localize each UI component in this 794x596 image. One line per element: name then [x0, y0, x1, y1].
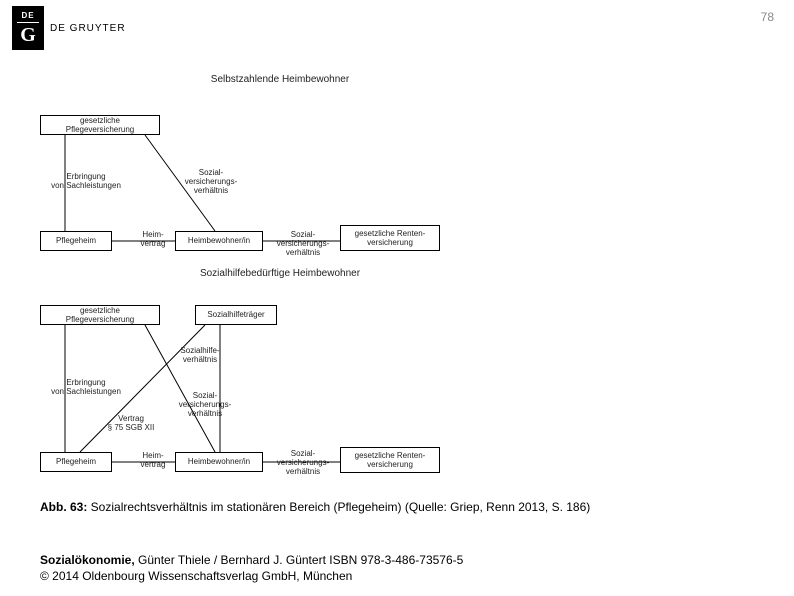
caption-label: Abb. 63: — [40, 500, 87, 514]
node-heim: Pflegeheim — [40, 452, 112, 472]
footer-authors: Günter Thiele / Bernhard J. Güntert ISBN… — [135, 553, 464, 567]
edge-label-0: Erbringung von Sachleistungen — [46, 173, 126, 191]
node-rente: gesetzliche Renten- versicherung — [340, 225, 440, 251]
publisher-header: DE G DE GRUYTER — [12, 6, 126, 50]
node-gpv: gesetzliche Pflegeversicherung — [40, 305, 160, 325]
edge-label-1: Sozial- versicherungs- verhältnis — [176, 169, 246, 195]
edge-label-0: Erbringung von Sachleistungen — [46, 379, 126, 397]
page-number: 78 — [761, 10, 774, 24]
footer: Sozialökonomie, Günter Thiele / Bernhard… — [40, 552, 463, 584]
node-bew: Heimbewohner/in — [175, 231, 263, 251]
edge-label-5: Sozial- versicherungs- verhältnis — [272, 450, 334, 476]
caption-text: Sozialrechtsverhältnis im stationären Be… — [87, 500, 590, 514]
node-gpv: gesetzliche Pflegeversicherung — [40, 115, 160, 135]
edge-label-3: Sozial- versicherungs- verhältnis — [272, 231, 334, 257]
edge-label-4: Heim- vertrag — [133, 452, 173, 470]
publisher-logo: DE G — [12, 6, 44, 50]
diagram1-title: Selbstzahlende Heimbewohner — [40, 74, 520, 85]
logo-de-text: DE — [21, 12, 34, 20]
diagram-area: Selbstzahlende Heimbewohner gesetzliche … — [40, 70, 520, 490]
diagram1-canvas: gesetzliche Pflegeversicherung Pflegeheim… — [40, 93, 440, 258]
diagram2-canvas: gesetzliche Pflegeversicherung Sozialhilf… — [40, 287, 440, 482]
logo-g-text: G — [17, 22, 39, 45]
node-bew: Heimbewohner/in — [175, 452, 263, 472]
diagram-sozialhilfe: Sozialhilfebedürftige Heimbewohner geset… — [40, 268, 520, 482]
edge-label-1: Sozialhilfe- verhältnis — [168, 347, 232, 365]
diagram2-title: Sozialhilfebedürftige Heimbewohner — [40, 268, 520, 279]
figure-caption: Abb. 63: Sozialrechtsverhältnis im stati… — [40, 500, 590, 514]
node-sht: Sozialhilfeträger — [195, 305, 277, 325]
edge-label-2: Sozial- versicherungs- verhältnis — [168, 392, 242, 418]
footer-copyright: © 2014 Oldenbourg Wissenschaftsverlag Gm… — [40, 568, 463, 584]
footer-line1: Sozialökonomie, Günter Thiele / Bernhard… — [40, 552, 463, 568]
edge-label-2: Heim- vertrag — [133, 231, 173, 249]
diagram-selbstzahlende: Selbstzahlende Heimbewohner gesetzliche … — [40, 74, 520, 258]
edge-label-3: Vertrag § 75 SGB XII — [102, 415, 160, 433]
book-title: Sozialökonomie, — [40, 553, 135, 567]
node-heim: Pflegeheim — [40, 231, 112, 251]
publisher-name: DE GRUYTER — [50, 23, 126, 34]
node-rente: gesetzliche Renten- versicherung — [340, 447, 440, 473]
